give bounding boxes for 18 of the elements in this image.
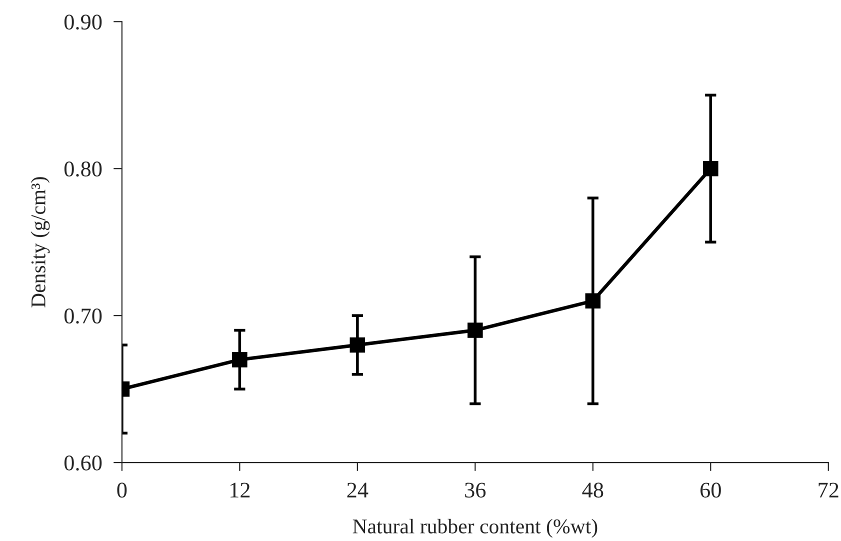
- y-tick-label: 0.70: [64, 308, 102, 324]
- y-axis-title: Density (g/cm³): [30, 177, 50, 308]
- x-tick-label: 60: [700, 482, 721, 498]
- y-tick-label: 0.80: [64, 162, 102, 177]
- point: [468, 322, 483, 338]
- x-tick-label: 0: [117, 482, 127, 498]
- point: [703, 160, 718, 176]
- x-tick-label: 36: [465, 482, 486, 498]
- x-tick-label: 48: [582, 482, 604, 498]
- x-axis-title: Natural rubber content (%wt): [352, 518, 598, 538]
- x-tick-label: 72: [818, 482, 838, 498]
- y-tick-label: 0.60: [64, 455, 102, 471]
- x-tick-label: 12: [230, 482, 250, 498]
- point: [585, 293, 601, 309]
- point: [350, 337, 366, 353]
- x-tick-label: 24: [347, 482, 368, 498]
- point: [232, 352, 248, 368]
- y-tick-label: 0.90: [64, 14, 102, 30]
